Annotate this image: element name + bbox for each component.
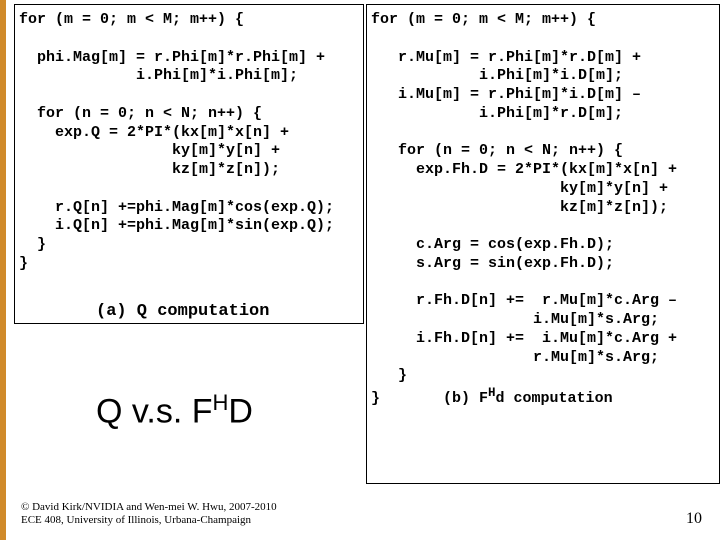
code-box-fhd: for (m = 0; m < M; m++) { r.Mu[m] = r.Ph… <box>366 4 720 484</box>
caption-a: (a) Q computation <box>96 302 269 321</box>
code-box-q: for (m = 0; m < M; m++) { phi.Mag[m] = r… <box>14 4 364 324</box>
caption-b: } (b) FHd computation <box>371 390 613 407</box>
title-sup: H <box>212 390 228 415</box>
caption-b-pre: } (b) F <box>371 390 488 407</box>
caption-b-post: d computation <box>496 390 613 407</box>
footer-line2: ECE 408, University of Illinois, Urbana-… <box>21 514 421 528</box>
title-post: D <box>228 392 253 430</box>
slide-title: Q v.s. FHD <box>96 390 253 431</box>
page-number: 10 <box>686 510 702 528</box>
footer: © David Kirk/NVIDIA and Wen-mei W. Hwu, … <box>21 501 421 529</box>
caption-b-sup: H <box>488 386 496 400</box>
footer-line1: © David Kirk/NVIDIA and Wen-mei W. Hwu, … <box>21 501 421 515</box>
title-pre: Q v.s. F <box>96 392 212 430</box>
